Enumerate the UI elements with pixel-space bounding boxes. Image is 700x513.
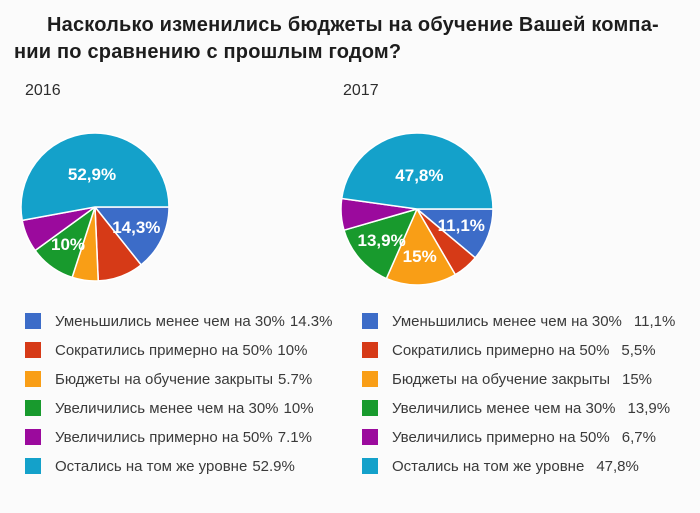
- legend-swatch: [362, 313, 378, 329]
- legend-label: Увеличились менее чем на 30%: [55, 399, 279, 417]
- legend-label: Увеличились примерно на 50%: [55, 428, 273, 446]
- pie-chart-2017: 11,1%15%13,9% 47,8%: [340, 132, 494, 286]
- legend-swatch: [25, 458, 41, 474]
- pie-slice: [20, 132, 170, 222]
- legend-item: Увеличились менее чем на 30% 10%: [25, 399, 332, 417]
- pie-slice: [340, 132, 494, 210]
- legend-item: Сократились примерно на 50% 5,5%: [362, 341, 675, 359]
- pie-slice: [94, 206, 170, 266]
- legend-value: 15%: [622, 370, 653, 388]
- legend-value: 13,9%: [627, 399, 671, 417]
- legend-item: Бюджеты на обучение закрыты 5.7%: [25, 370, 332, 388]
- legend-item: Сократились примерно на 50% 10%: [25, 341, 332, 359]
- legend-2016: Уменьшились менее чем на 30% 14.3% Сократи…: [25, 313, 332, 487]
- legend-label: Бюджеты на обучение закрыты: [55, 370, 273, 388]
- legend-label: Увеличились менее чем на 30%: [392, 399, 616, 417]
- legend-label: Уменьшились менее чем на 30%: [392, 312, 622, 330]
- legend-value: 6,7%: [621, 428, 656, 446]
- legend-label: Сократились примерно на 50%: [392, 341, 610, 359]
- pie-chart-2016: 14,3% 10% 52,9%: [20, 132, 170, 282]
- legend-value: 10%: [277, 341, 308, 359]
- legend-item: Бюджеты на обучение закрыты 15%: [362, 370, 675, 388]
- legend-swatch: [362, 342, 378, 358]
- legend-swatch: [25, 371, 41, 387]
- legend-item: Увеличились менее чем на 30% 13,9%: [362, 399, 675, 417]
- legend-swatch: [362, 400, 378, 416]
- legend-label: Остались на том же уровне: [55, 457, 248, 475]
- legend-label: Сократились примерно на 50%: [55, 341, 273, 359]
- legend-value: 5.7%: [278, 370, 313, 388]
- legend-swatch: [25, 313, 41, 329]
- legend-item: Остались на том же уровне 47,8%: [362, 457, 675, 475]
- legend-swatch: [362, 429, 378, 445]
- legend-swatch: [25, 400, 41, 416]
- legend-value: 7.1%: [277, 428, 312, 446]
- legend-item: Увеличились примерно на 50% 7.1%: [25, 428, 332, 446]
- year-label-2016: 2016: [25, 82, 61, 99]
- pie-slice-label: 13,9%: [357, 231, 405, 250]
- pie-slice-label: 10%: [51, 235, 85, 254]
- legend-item: Уменьшились менее чем на 30% 14.3%: [25, 312, 333, 330]
- legend-label: Бюджеты на обучение закрыты: [392, 370, 610, 388]
- pie-slice-label: 11,1%: [438, 216, 485, 235]
- legend-2017: Уменьшились менее чем на 30% 11,1% Сократи…: [362, 313, 675, 487]
- legend-item: Уменьшились менее чем на 30% 11,1%: [362, 312, 676, 330]
- pie-slice: [343, 208, 418, 280]
- pie-slice-label: 14,3%: [112, 218, 160, 237]
- chart-title-line-2: нии по сравнению с прошлым годом?: [14, 41, 402, 63]
- legend-label: Остались на том же уровне: [392, 457, 585, 475]
- legend-value: 5,5%: [621, 341, 656, 359]
- legend-swatch: [25, 429, 41, 445]
- pie-slice-label: 15%: [403, 247, 437, 266]
- legend-value: 52.9%: [252, 457, 295, 475]
- legend-value: 10%: [283, 399, 314, 417]
- legend-swatch: [25, 342, 41, 358]
- pie-slice-label: 47,8%: [395, 166, 443, 185]
- legend-swatch: [362, 371, 378, 387]
- legend-value: 11,1%: [633, 312, 676, 330]
- chart-title: Насколько изменились бюджеты на обучение…: [14, 12, 686, 66]
- chart-title-line-1: Насколько изменились бюджеты на обучение…: [47, 14, 659, 36]
- legend-value: 14.3%: [289, 312, 333, 330]
- legend-item: Остались на том же уровне 52.9%: [25, 457, 332, 475]
- year-label-2017: 2017: [343, 82, 379, 99]
- legend-label: Увеличились примерно на 50%: [392, 428, 610, 446]
- legend-swatch: [362, 458, 378, 474]
- legend-item: Увеличились примерно на 50% 6,7%: [362, 428, 675, 446]
- pie-slice-label: 52,9%: [68, 165, 116, 184]
- legend-label: Уменьшились менее чем на 30%: [55, 312, 285, 330]
- legend-value: 47,8%: [596, 457, 639, 475]
- pie-slice: [385, 208, 457, 286]
